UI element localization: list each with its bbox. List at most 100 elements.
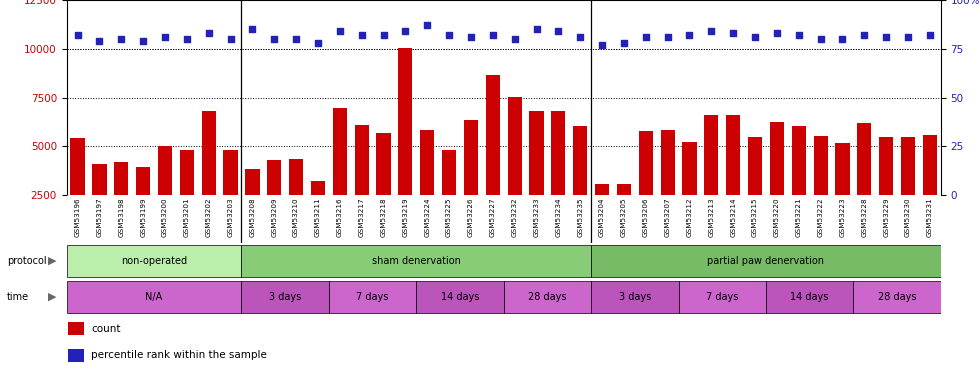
Text: GSM53216: GSM53216	[337, 197, 343, 237]
Point	[594, 42, 610, 48]
Text: non-operated: non-operated	[121, 256, 187, 266]
Point	[901, 34, 916, 40]
Text: GSM53213: GSM53213	[709, 197, 714, 237]
Bar	[678, 281, 766, 313]
Bar	[552, 111, 565, 244]
Bar	[442, 150, 456, 244]
Text: GSM53209: GSM53209	[271, 197, 277, 237]
Bar	[591, 281, 678, 313]
Bar	[67, 281, 241, 313]
Text: GSM53220: GSM53220	[774, 197, 780, 237]
Text: GSM53215: GSM53215	[752, 197, 759, 237]
Bar	[464, 120, 478, 244]
Point	[310, 40, 325, 46]
Point	[572, 34, 588, 40]
Bar	[792, 126, 806, 244]
Bar	[241, 281, 329, 313]
Bar	[573, 126, 587, 244]
Point	[922, 32, 938, 38]
Bar	[770, 122, 784, 244]
Point	[464, 34, 479, 40]
Text: N/A: N/A	[145, 292, 163, 302]
Text: 28 days: 28 days	[528, 292, 566, 302]
Point	[375, 32, 391, 38]
Bar	[92, 164, 107, 244]
Point	[419, 22, 435, 28]
Bar	[879, 138, 893, 244]
Bar	[69, 349, 84, 362]
Text: GSM53196: GSM53196	[74, 197, 80, 237]
Bar	[223, 150, 237, 244]
Point	[551, 28, 566, 34]
Text: GSM53211: GSM53211	[315, 197, 321, 237]
Bar	[355, 125, 368, 244]
Text: GSM53219: GSM53219	[403, 197, 409, 237]
Point	[201, 30, 217, 36]
Bar	[595, 184, 610, 244]
Text: GSM53203: GSM53203	[227, 197, 233, 237]
Text: GSM53217: GSM53217	[359, 197, 365, 237]
Bar	[858, 123, 871, 244]
Bar	[289, 159, 303, 244]
Text: 3 days: 3 days	[618, 292, 651, 302]
Point	[704, 28, 719, 34]
Point	[812, 36, 828, 42]
Text: GSM53229: GSM53229	[883, 197, 889, 237]
Text: ▶: ▶	[48, 256, 57, 266]
Bar	[705, 115, 718, 244]
Bar	[726, 115, 740, 244]
Bar	[661, 130, 674, 244]
Point	[660, 34, 675, 40]
Bar	[67, 245, 241, 277]
Text: 7 days: 7 days	[357, 292, 389, 302]
Bar	[766, 281, 854, 313]
Point	[114, 36, 129, 42]
Text: GSM53234: GSM53234	[556, 197, 562, 237]
Point	[878, 34, 894, 40]
Point	[485, 32, 501, 38]
Text: 14 days: 14 days	[791, 292, 829, 302]
Point	[398, 28, 414, 34]
Point	[135, 38, 151, 44]
Point	[835, 36, 851, 42]
Text: percentile rank within the sample: percentile rank within the sample	[91, 350, 267, 360]
Point	[528, 26, 544, 32]
Text: GSM53201: GSM53201	[184, 197, 190, 237]
Bar	[202, 111, 216, 244]
Point	[725, 30, 741, 36]
Bar	[329, 281, 416, 313]
Bar	[179, 150, 194, 244]
Text: GSM53223: GSM53223	[840, 197, 846, 237]
Point	[507, 36, 522, 42]
Bar	[529, 111, 544, 244]
Text: GSM53207: GSM53207	[664, 197, 670, 237]
Bar	[854, 281, 941, 313]
Text: GSM53228: GSM53228	[861, 197, 867, 237]
Text: GSM53205: GSM53205	[621, 197, 627, 237]
Text: GSM53231: GSM53231	[927, 197, 933, 237]
Bar	[420, 130, 434, 244]
Bar	[71, 138, 84, 244]
Text: GSM53206: GSM53206	[643, 197, 649, 237]
Bar	[813, 135, 828, 244]
Text: GSM53204: GSM53204	[599, 197, 605, 237]
Point	[288, 36, 304, 42]
Bar	[136, 167, 150, 244]
Text: GSM53230: GSM53230	[905, 197, 911, 237]
Point	[179, 36, 195, 42]
Point	[70, 32, 85, 38]
Point	[791, 32, 807, 38]
Text: GSM53221: GSM53221	[796, 197, 802, 237]
Point	[91, 38, 107, 44]
Bar	[416, 281, 504, 313]
Text: GSM53224: GSM53224	[424, 197, 430, 237]
Bar	[639, 130, 653, 244]
Bar	[923, 135, 937, 244]
Text: partial paw denervation: partial paw denervation	[708, 256, 824, 266]
Point	[638, 34, 654, 40]
Bar	[115, 162, 128, 244]
Text: GSM53225: GSM53225	[446, 197, 452, 237]
Point	[245, 26, 261, 32]
Bar	[682, 142, 697, 244]
Point	[769, 30, 785, 36]
